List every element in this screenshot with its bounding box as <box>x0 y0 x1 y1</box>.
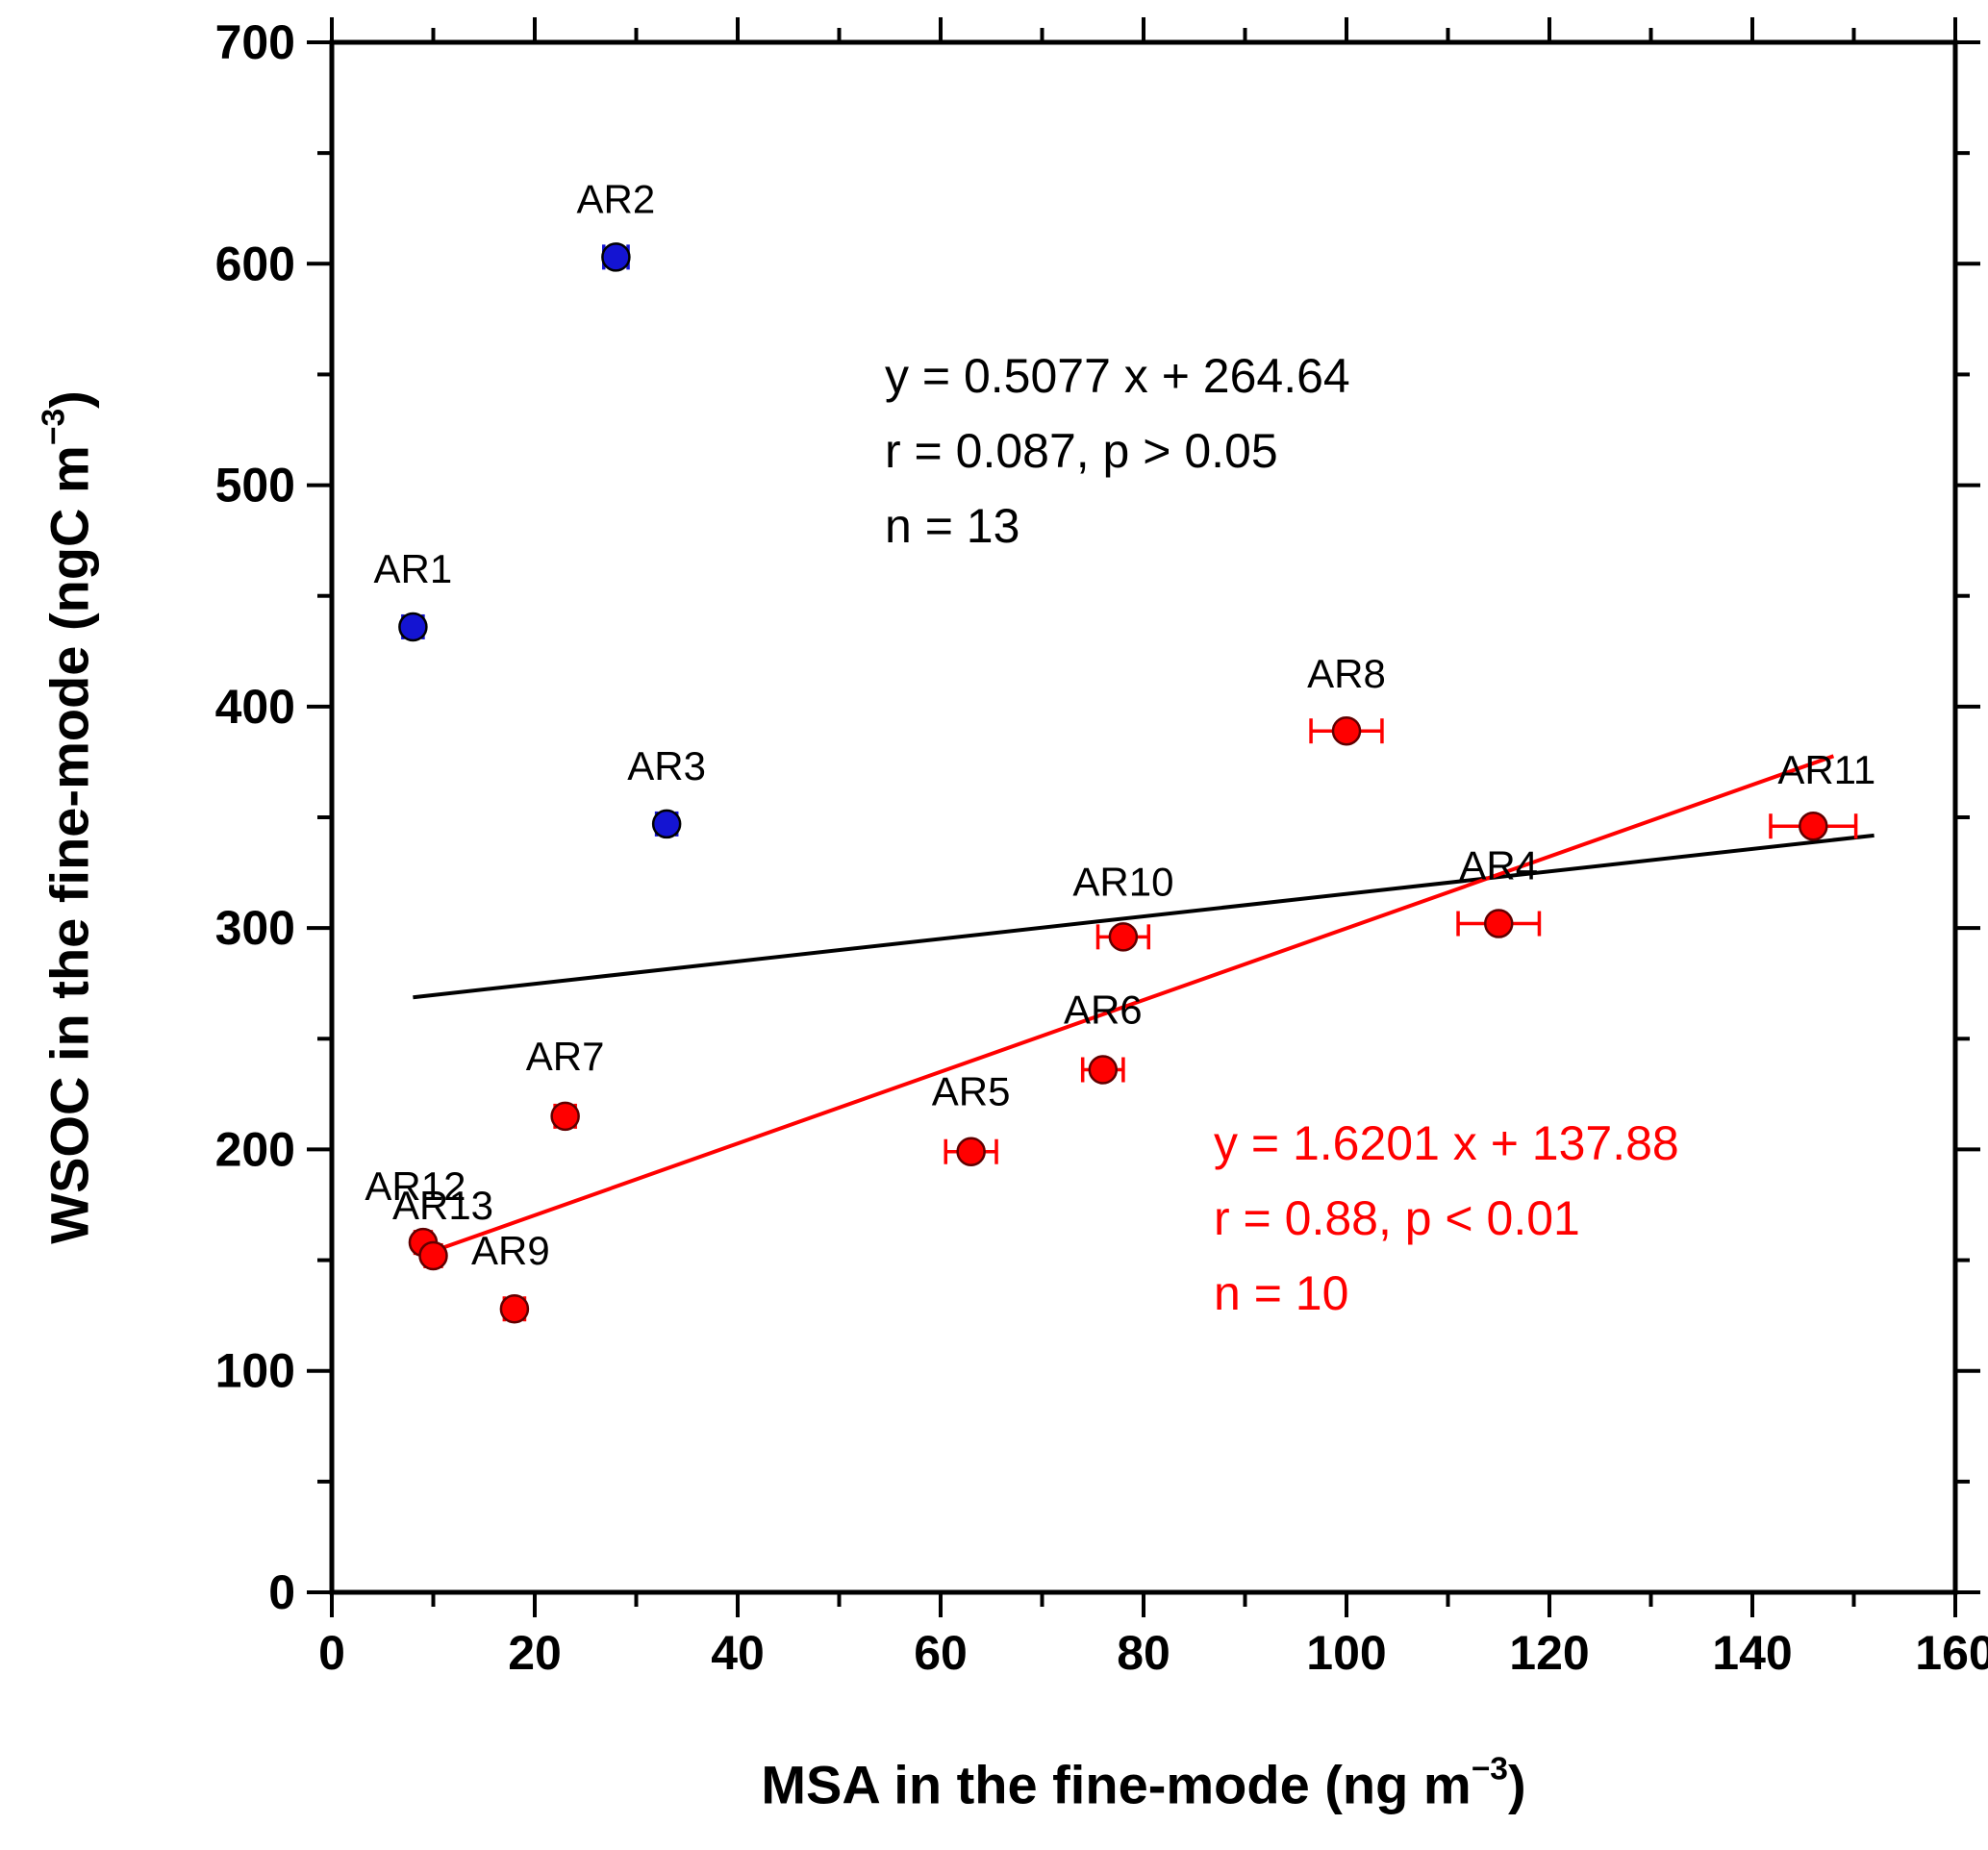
fit-equation-black: y = 0.5077 x + 264.64 <box>885 349 1350 403</box>
point-label-ar3: AR3 <box>627 743 706 788</box>
data-point-ar7 <box>550 1101 580 1132</box>
data-point-ar2 <box>601 242 631 272</box>
y-tick-label: 0 <box>268 1565 295 1619</box>
point-label-ar13: AR13 <box>392 1183 493 1228</box>
data-point-ar10 <box>1108 922 1139 952</box>
y-axis-title-superscript: −3 <box>36 408 72 446</box>
plot-frame <box>329 39 1958 1595</box>
x-tick-label: 160 <box>1915 1626 1988 1680</box>
y-tick-label: 500 <box>215 459 295 512</box>
fit-annotation-black: y = 0.5077 x + 264.64 r = 0.087, p > 0.0… <box>885 338 1350 563</box>
y-tick-label: 300 <box>215 901 295 955</box>
point-label-ar1: AR1 <box>374 546 453 591</box>
fit-n-black: n = 13 <box>885 499 1020 553</box>
x-axis-title-text: MSA in the fine-mode (ng m <box>761 1754 1472 1815</box>
y-tick-label: 200 <box>215 1122 295 1176</box>
data-point-ar9 <box>499 1293 530 1324</box>
fit-equation-red: y = 1.6201 x + 137.88 <box>1214 1116 1679 1170</box>
x-tick-label: 140 <box>1712 1626 1792 1680</box>
point-label-ar6: AR6 <box>1064 988 1143 1033</box>
x-tick-label: 0 <box>318 1626 345 1680</box>
data-point-ar1 <box>398 612 428 642</box>
x-tick-label: 40 <box>711 1626 765 1680</box>
data-point-ar8 <box>1331 715 1362 746</box>
fit-line-black <box>413 833 1875 1000</box>
y-tick-label: 100 <box>215 1344 295 1398</box>
point-label-ar7: AR7 <box>526 1034 605 1079</box>
fit-n-red: n = 10 <box>1214 1266 1349 1320</box>
x-tick-label: 20 <box>508 1626 562 1680</box>
fit-line-red <box>427 754 1835 1255</box>
data-point-ar6 <box>1088 1055 1119 1085</box>
point-label-ar10: AR10 <box>1072 859 1173 904</box>
x-axis-title-close: ) <box>1507 1754 1526 1815</box>
data-point-ar13 <box>418 1240 448 1271</box>
x-tick-label: 100 <box>1306 1626 1386 1680</box>
fit-stats-black: r = 0.087, p > 0.05 <box>885 424 1278 478</box>
point-label-ar8: AR8 <box>1307 651 1386 696</box>
fit-annotation-red: y = 1.6201 x + 137.88 r = 0.88, p < 0.01… <box>1214 1106 1679 1331</box>
x-axis-title: MSA in the fine-mode (ng m−3) <box>761 1751 1526 1816</box>
point-label-ar4: AR4 <box>1459 843 1538 888</box>
x-tick-label: 80 <box>1117 1626 1170 1680</box>
x-tick-label: 60 <box>914 1626 968 1680</box>
y-tick-label: 600 <box>215 237 295 290</box>
point-label-ar11: AR11 <box>1777 747 1875 792</box>
y-axis-title: WSOC in the fine-mode (ngC m−3) <box>36 390 101 1244</box>
point-label-ar5: AR5 <box>932 1069 1011 1114</box>
y-tick-label: 400 <box>215 680 295 734</box>
data-point-ar11 <box>1799 811 1828 841</box>
x-axis-title-superscript: −3 <box>1471 1751 1508 1788</box>
data-point-ar5 <box>956 1137 986 1166</box>
y-axis-title-text: WSOC in the fine-mode (ngC m <box>38 445 100 1244</box>
fit-stats-red: r = 0.88, p < 0.01 <box>1214 1191 1580 1245</box>
point-label-ar12: AR12 <box>365 1163 466 1209</box>
data-point-ar4 <box>1484 909 1514 938</box>
point-label-ar9: AR9 <box>471 1228 550 1273</box>
y-tick-label: 700 <box>215 15 295 69</box>
data-point-ar3 <box>651 809 682 839</box>
point-label-ar2: AR2 <box>577 176 656 221</box>
x-tick-label: 120 <box>1509 1626 1589 1680</box>
y-axis-title-close: ) <box>38 390 100 409</box>
